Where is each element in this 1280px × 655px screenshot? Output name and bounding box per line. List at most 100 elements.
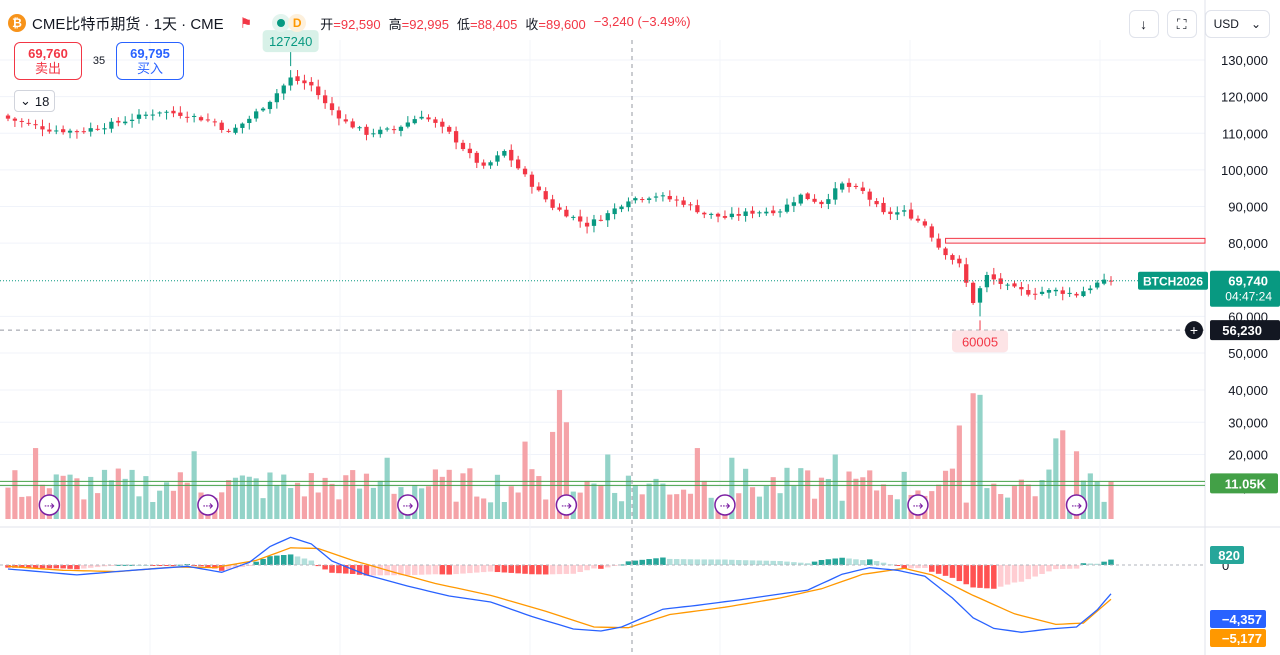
flag-icon[interactable]: ⚑ xyxy=(239,14,253,31)
candle-body xyxy=(736,214,741,216)
candle xyxy=(722,210,728,220)
candle xyxy=(674,195,679,207)
candle-body xyxy=(805,193,810,200)
indicators-toggle[interactable]: ⌄ 18 xyxy=(14,90,56,112)
candle xyxy=(171,106,176,118)
volume-bar xyxy=(150,501,156,519)
volume-bar xyxy=(605,454,611,519)
candle-body xyxy=(102,128,107,130)
currency-select[interactable]: USD ⌄ xyxy=(1204,10,1270,38)
macd-histogram-bar xyxy=(205,565,211,568)
candlesticks[interactable] xyxy=(5,69,1114,317)
volume-bar xyxy=(701,480,707,519)
candle-body xyxy=(274,93,279,103)
macd-histogram-bar xyxy=(556,565,563,575)
volume-bar xyxy=(294,482,301,519)
sell-button[interactable]: 69,760 卖出 xyxy=(14,42,82,80)
macd-histogram-bar xyxy=(336,565,342,574)
candle-body xyxy=(729,213,734,218)
candle-body xyxy=(970,282,976,304)
volume-bar xyxy=(253,478,259,519)
volume-bar xyxy=(274,484,280,519)
candle xyxy=(453,126,459,150)
chart-toolbar: ↓ ⛶ USD ⌄ xyxy=(1128,10,1270,38)
candle xyxy=(653,192,659,202)
macd-histogram-bar xyxy=(329,565,335,573)
candle-body xyxy=(40,126,45,130)
candle-body xyxy=(888,211,893,215)
macd-histogram-bar xyxy=(591,565,597,569)
macd-histogram-bar xyxy=(653,558,659,565)
candle-body xyxy=(398,126,404,131)
volume-average-bg xyxy=(1210,473,1278,494)
candle-body xyxy=(867,191,872,200)
volume-bar xyxy=(942,470,949,519)
candle-body xyxy=(653,196,659,198)
candle xyxy=(819,200,824,209)
candle-body xyxy=(1053,289,1058,292)
fullscreen-icon[interactable]: ⛶ xyxy=(1166,10,1197,38)
candle-body xyxy=(750,210,755,214)
candle-body xyxy=(984,274,990,288)
candle xyxy=(405,116,410,129)
candle xyxy=(109,118,114,133)
volume-bar xyxy=(467,468,473,519)
macd-histogram-bar xyxy=(866,559,873,565)
delayed-data-badge[interactable]: D xyxy=(288,14,307,32)
candle xyxy=(295,69,300,85)
macd-histogram-bar xyxy=(1018,565,1025,582)
volume-bar xyxy=(522,441,528,519)
volume-bar xyxy=(101,469,108,519)
macd-histogram-bar xyxy=(39,565,46,569)
buy-button[interactable]: 69,795 买入 xyxy=(116,42,184,80)
candle-body xyxy=(240,123,245,128)
volume-bar xyxy=(936,484,942,519)
candle-body xyxy=(977,288,983,303)
macd-histogram-bar xyxy=(577,565,583,573)
download-icon[interactable]: ↓ xyxy=(1128,10,1159,38)
volume-bar xyxy=(929,491,935,519)
candle xyxy=(688,202,693,211)
candle xyxy=(212,118,217,127)
macd-histogram-bar xyxy=(811,561,818,565)
candle-body xyxy=(584,222,590,227)
market-status[interactable]: D xyxy=(272,14,307,32)
candle xyxy=(550,194,555,211)
candle xyxy=(812,194,817,204)
macd-histogram-bar xyxy=(1011,565,1018,583)
macd-histogram-bar xyxy=(777,561,783,565)
candle xyxy=(805,192,810,201)
price-axis[interactable]: 130,000 120,000 110,000 100,000 90,000 80,000… xyxy=(1138,53,1280,647)
macd-histogram-bar xyxy=(87,565,94,568)
candle-body xyxy=(957,258,962,264)
volume-bar xyxy=(226,480,232,519)
candle xyxy=(343,114,348,124)
macd-histogram-bar xyxy=(839,557,845,565)
volume-bar xyxy=(791,485,797,519)
candle xyxy=(247,115,252,130)
symbol-title[interactable]: CME比特币期货 · 1天 · CME xyxy=(32,15,224,33)
ohlc-values: 开=92,590 高=92,995 低=88,405 收=89,600 −3,2… xyxy=(320,14,690,33)
candle-body xyxy=(254,111,259,119)
price-tick-label: 120,000 xyxy=(1221,90,1268,105)
macd-histogram-bar xyxy=(1004,565,1011,585)
volume-bar xyxy=(839,500,845,519)
macd-zero-label: 0 xyxy=(1222,558,1229,573)
candle-body xyxy=(419,116,424,119)
candle-body xyxy=(964,264,969,283)
candle xyxy=(977,285,983,317)
macd-histogram-bar xyxy=(804,563,811,565)
candle xyxy=(571,215,576,221)
event-circle xyxy=(38,494,61,516)
candle xyxy=(316,79,321,100)
candle-body xyxy=(991,274,996,280)
price-tick-label: 80,000 xyxy=(1228,236,1268,251)
candle-body xyxy=(784,204,790,212)
macd-panel[interactable] xyxy=(0,536,1205,633)
candle-body xyxy=(550,199,555,208)
volume-tick-label: 40,000 xyxy=(1228,383,1268,398)
candle xyxy=(240,122,245,134)
volume-bar xyxy=(894,499,900,519)
candle xyxy=(467,143,473,159)
